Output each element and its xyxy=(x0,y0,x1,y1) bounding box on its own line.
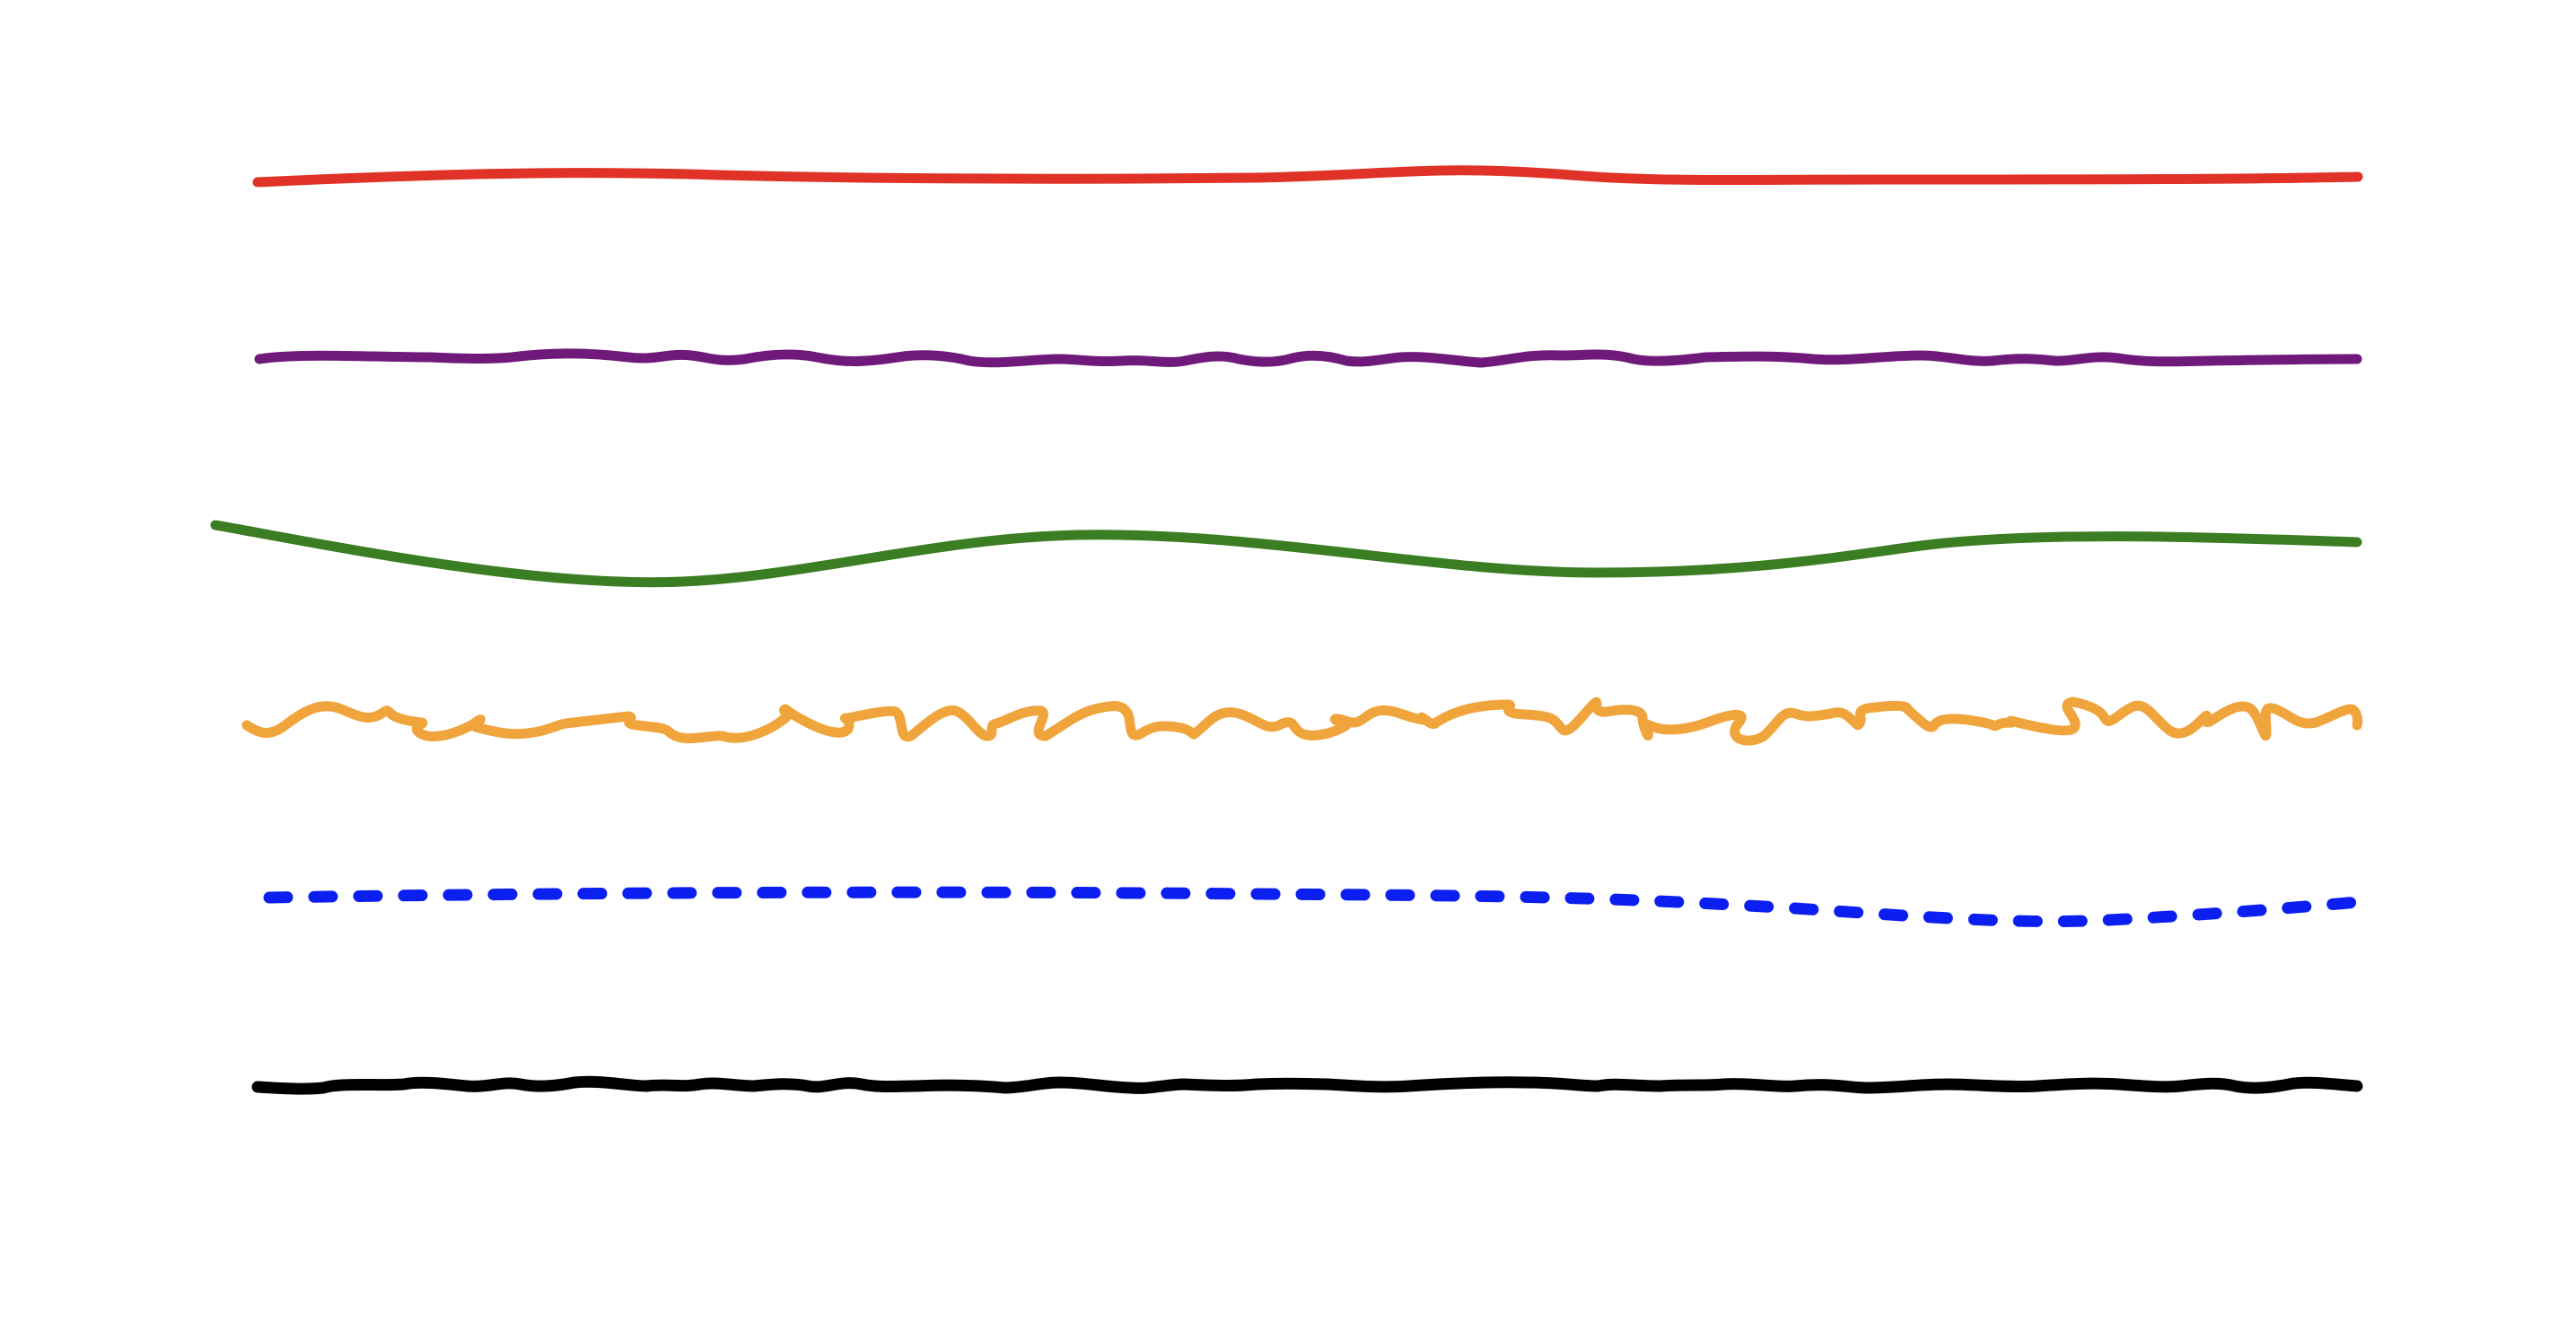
green-curve-stroke xyxy=(210,520,2362,588)
red-smooth-stroke xyxy=(252,165,2363,188)
blue-dotted-stroke xyxy=(263,886,2364,928)
black-rough-stroke xyxy=(251,1075,2363,1095)
purple-wavy-stroke xyxy=(254,348,2362,368)
orange-scribble-stroke xyxy=(241,697,2363,746)
